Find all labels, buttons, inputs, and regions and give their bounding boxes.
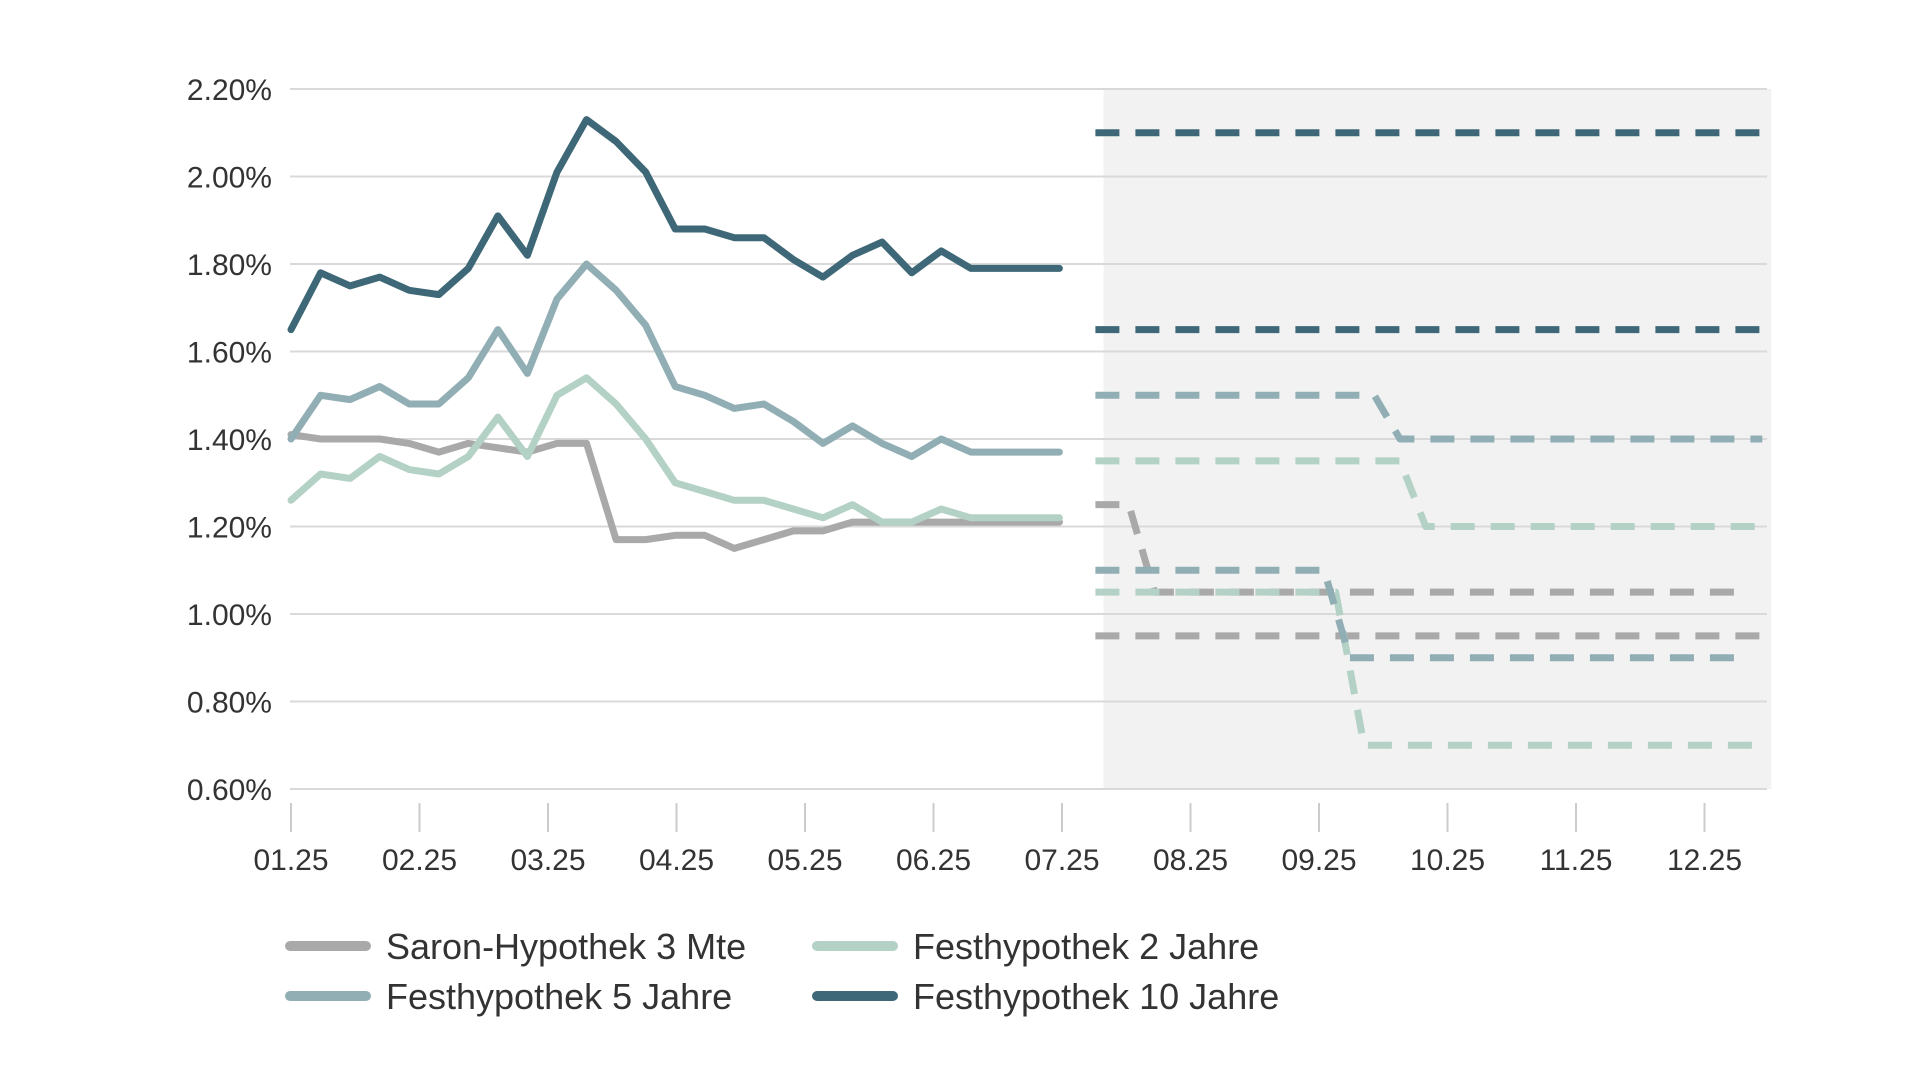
series-line-history bbox=[287, 374, 1063, 526]
series-line-history bbox=[287, 431, 1063, 552]
x-tick-label: 04.25 bbox=[639, 844, 714, 877]
legend-item: Festhypothek 10 Jahre bbox=[812, 976, 1279, 1017]
series-line-forecast bbox=[1095, 588, 1763, 749]
x-tick-label: 09.25 bbox=[1281, 844, 1356, 877]
series-group bbox=[287, 374, 1763, 749]
series-line-forecast bbox=[1095, 501, 1750, 596]
y-tick-label: 2.00% bbox=[187, 162, 272, 195]
y-tick-label: 1.60% bbox=[187, 337, 272, 370]
series-line-forecast bbox=[1095, 457, 1763, 530]
series-line-forecast bbox=[1095, 391, 1763, 443]
x-tick-label: 12.25 bbox=[1667, 844, 1742, 877]
y-tick-label: 0.60% bbox=[187, 774, 272, 807]
series-group bbox=[287, 260, 1763, 662]
series-group bbox=[287, 431, 1763, 640]
y-tick-label: 1.20% bbox=[187, 512, 272, 545]
x-tick-label: 07.25 bbox=[1024, 844, 1099, 877]
legend-item: Saron-Hypothek 3 Mte bbox=[285, 926, 746, 967]
x-tick-label: 01.25 bbox=[253, 844, 328, 877]
y-tick-label: 2.20% bbox=[187, 74, 272, 107]
x-tick-label: 06.25 bbox=[896, 844, 971, 877]
legend-label: Festhypothek 2 Jahre bbox=[913, 926, 1259, 967]
legend-label: Saron-Hypothek 3 Mte bbox=[386, 926, 746, 967]
x-axis: 01.25 02.25 03.25 04.25 05.25 06.25 07.25 08.25… bbox=[253, 803, 1742, 877]
y-tick-label: 1.80% bbox=[187, 249, 272, 282]
series-lines bbox=[287, 116, 1763, 749]
x-tick-label: 11.25 bbox=[1540, 844, 1613, 877]
series-line-history bbox=[287, 260, 1063, 460]
y-tick-label: 1.00% bbox=[187, 599, 272, 632]
legend-item: Festhypothek 2 Jahre bbox=[812, 926, 1259, 967]
series-line-history bbox=[287, 116, 1063, 334]
legend-label: Festhypothek 5 Jahre bbox=[386, 976, 732, 1017]
gridlines bbox=[290, 88, 1767, 790]
y-axis-ticks: 0.60% 0.80% 1.00% 1.20% 1.40% 1.60% 1.80% 2.00%… bbox=[187, 74, 272, 807]
x-tick-label: 10.25 bbox=[1410, 844, 1485, 877]
y-tick-label: 0.80% bbox=[187, 687, 272, 720]
x-tick-label: 08.25 bbox=[1153, 844, 1228, 877]
x-tick-label: 02.25 bbox=[382, 844, 457, 877]
x-tick-label: 05.25 bbox=[767, 844, 842, 877]
x-tick-label: 03.25 bbox=[510, 844, 585, 877]
y-tick-label: 1.40% bbox=[187, 424, 272, 457]
legend: Saron-Hypothek 3 Mte Festhypothek 2 Jahre… bbox=[285, 926, 1279, 1017]
legend-label: Festhypothek 10 Jahre bbox=[913, 976, 1279, 1017]
legend-item: Festhypothek 5 Jahre bbox=[285, 976, 732, 1017]
series-group bbox=[287, 116, 1763, 334]
